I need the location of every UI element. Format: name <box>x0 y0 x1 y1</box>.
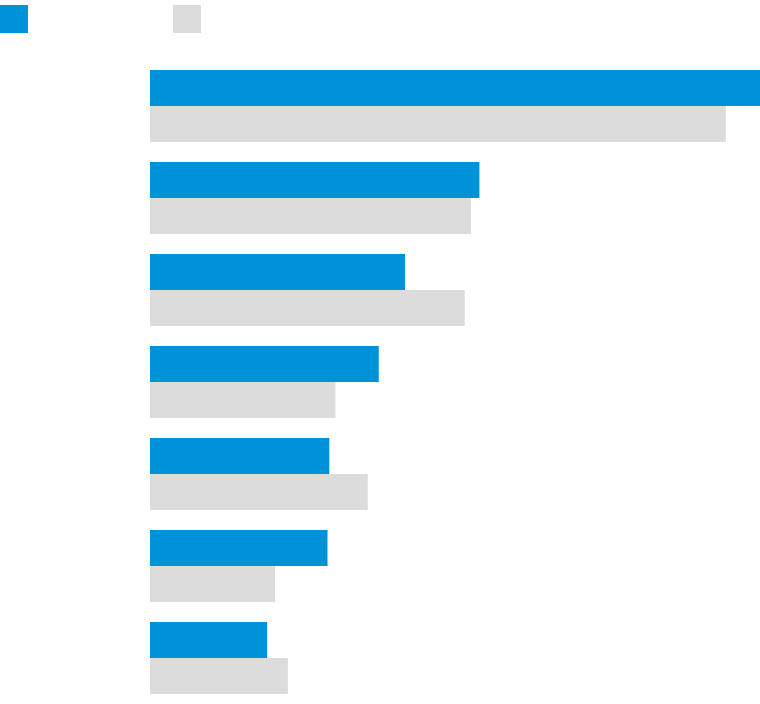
bar-series-2-category-6 <box>150 566 276 602</box>
legend-swatch-series-1 <box>0 5 28 33</box>
bar-series-1-category-4 <box>150 346 379 382</box>
bar-series-1-category-7 <box>150 622 268 658</box>
bar-series-2-category-3 <box>150 290 465 326</box>
bar-series-2-category-1 <box>150 106 726 142</box>
bar-series-1-category-2 <box>150 162 480 198</box>
legend-swatch-series-2 <box>173 5 201 33</box>
bar-series-2-category-7 <box>150 658 288 694</box>
bar-series-2-category-5 <box>150 474 368 510</box>
bar-series-1-category-1 <box>150 70 760 106</box>
bar-series-2-category-2 <box>150 198 471 234</box>
bar-series-1-category-6 <box>150 530 328 566</box>
bar-series-1-category-5 <box>150 438 330 474</box>
bar-series-2-category-4 <box>150 382 336 418</box>
bar-series-1-category-3 <box>150 254 405 290</box>
